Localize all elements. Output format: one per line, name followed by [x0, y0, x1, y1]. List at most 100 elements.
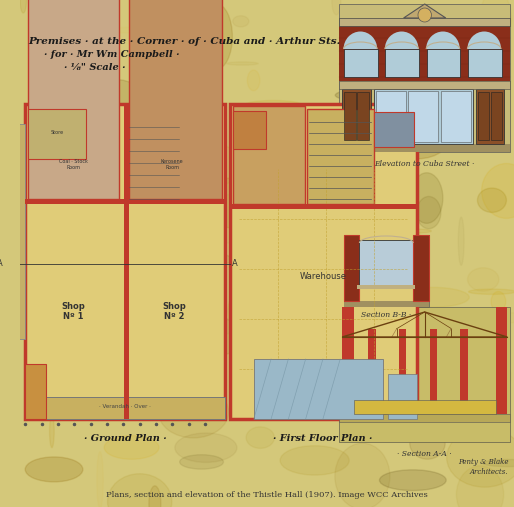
Ellipse shape	[107, 474, 172, 507]
Bar	[376, 91, 406, 142]
Bar	[25, 364, 46, 419]
Ellipse shape	[49, 415, 54, 448]
Wedge shape	[385, 31, 418, 49]
Circle shape	[418, 8, 431, 22]
Ellipse shape	[245, 100, 302, 110]
Ellipse shape	[72, 301, 145, 316]
Ellipse shape	[324, 168, 411, 183]
Ellipse shape	[197, 372, 226, 387]
Ellipse shape	[423, 21, 435, 38]
Text: · Ground Plan ·: · Ground Plan ·	[84, 434, 167, 443]
Ellipse shape	[176, 132, 218, 140]
Ellipse shape	[483, 459, 514, 466]
Ellipse shape	[230, 230, 253, 283]
Text: · Section A-A ·: · Section A-A ·	[397, 450, 452, 458]
Ellipse shape	[38, 152, 109, 207]
Bar	[230, 104, 417, 419]
Text: Plans, section and elevation of the Thistle Hall (1907). Image WCC Archives: Plans, section and elevation of the This…	[106, 491, 428, 499]
Bar	[344, 49, 378, 77]
Ellipse shape	[232, 169, 289, 178]
Bar	[496, 307, 507, 414]
Wedge shape	[343, 31, 377, 49]
Ellipse shape	[108, 212, 150, 243]
Ellipse shape	[480, 0, 511, 46]
Text: Elevation to Cuba Street ·: Elevation to Cuba Street ·	[375, 160, 475, 168]
Ellipse shape	[376, 414, 393, 438]
Bar	[254, 359, 383, 419]
Ellipse shape	[200, 4, 232, 69]
Bar	[344, 235, 359, 301]
Ellipse shape	[468, 75, 479, 99]
Bar	[358, 92, 369, 140]
Ellipse shape	[411, 173, 443, 223]
Ellipse shape	[29, 48, 52, 78]
Ellipse shape	[267, 164, 327, 194]
Bar	[468, 49, 502, 77]
Text: · First Floor Plan ·: · First Floor Plan ·	[273, 434, 373, 443]
Bar	[358, 285, 415, 289]
Ellipse shape	[311, 150, 346, 163]
Ellipse shape	[277, 307, 327, 333]
Text: Shop
Nº 2: Shop Nº 2	[162, 302, 186, 321]
Text: Kerosene
Room: Kerosene Room	[161, 159, 183, 170]
Ellipse shape	[192, 319, 247, 355]
Ellipse shape	[417, 196, 441, 229]
Ellipse shape	[182, 253, 233, 266]
Text: · Verandah · Over ·: · Verandah · Over ·	[99, 404, 151, 409]
Bar	[386, 49, 419, 77]
Text: Section B-B ·: Section B-B ·	[361, 311, 411, 319]
Ellipse shape	[491, 292, 506, 311]
Text: A: A	[0, 260, 2, 269]
Ellipse shape	[482, 163, 514, 219]
Ellipse shape	[247, 70, 260, 91]
Ellipse shape	[383, 105, 453, 159]
Ellipse shape	[69, 79, 153, 137]
Ellipse shape	[397, 287, 469, 307]
Ellipse shape	[280, 446, 349, 475]
Ellipse shape	[310, 333, 369, 367]
Ellipse shape	[430, 40, 455, 94]
Ellipse shape	[41, 89, 76, 134]
Bar	[475, 89, 504, 144]
Ellipse shape	[228, 286, 270, 336]
Bar	[230, 204, 417, 209]
Text: Premises · at the · Corner · of · Cuba and · Arthur Sts.: Premises · at the · Corner · of · Cuba a…	[28, 37, 340, 46]
Ellipse shape	[456, 466, 504, 507]
Ellipse shape	[481, 313, 514, 323]
Ellipse shape	[175, 433, 237, 462]
Bar	[28, 0, 119, 199]
Ellipse shape	[478, 69, 488, 84]
Ellipse shape	[309, 361, 398, 382]
Bar	[413, 235, 429, 301]
Ellipse shape	[104, 436, 159, 459]
Bar	[339, 26, 510, 81]
Ellipse shape	[411, 92, 461, 124]
Ellipse shape	[410, 427, 445, 459]
Ellipse shape	[227, 62, 258, 65]
Bar	[339, 144, 510, 152]
Text: Warehouse: Warehouse	[300, 272, 346, 281]
Ellipse shape	[469, 289, 514, 295]
Bar	[359, 240, 413, 287]
Ellipse shape	[358, 40, 371, 70]
Bar	[124, 104, 129, 419]
Ellipse shape	[280, 180, 336, 197]
Ellipse shape	[61, 278, 65, 311]
Text: Coal · Stock
Room: Coal · Stock Room	[59, 159, 88, 170]
Wedge shape	[467, 31, 501, 49]
Bar	[374, 89, 473, 144]
Ellipse shape	[106, 243, 137, 273]
Ellipse shape	[25, 457, 83, 482]
Bar	[409, 91, 438, 142]
Text: · ⅛" Scale ·: · ⅛" Scale ·	[64, 63, 125, 72]
Bar	[129, 0, 222, 199]
Bar	[233, 106, 305, 204]
Ellipse shape	[368, 347, 384, 396]
Bar	[339, 18, 510, 26]
Bar	[399, 329, 407, 414]
Bar	[233, 111, 266, 149]
Bar	[339, 414, 510, 422]
Bar	[441, 91, 471, 142]
Ellipse shape	[97, 452, 103, 507]
Ellipse shape	[158, 386, 229, 438]
